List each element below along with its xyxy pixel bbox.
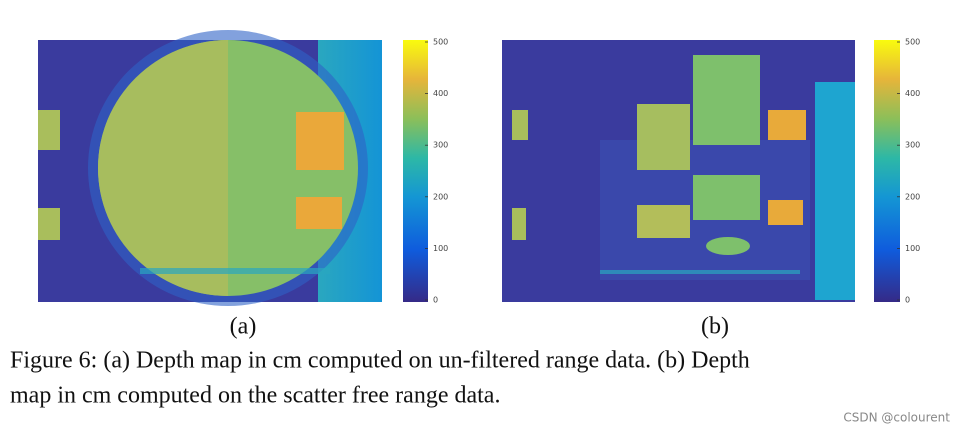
depth-map-b bbox=[502, 40, 855, 302]
caption-line: Figure 6: (a) Depth map in cm computed o… bbox=[10, 348, 750, 374]
colorbar-tick-label: 100 bbox=[905, 244, 920, 253]
colorbar-tick-label: 200 bbox=[433, 192, 448, 201]
colorbar-tick-label: 300 bbox=[905, 141, 920, 150]
colorbar-tick-label: 400 bbox=[433, 89, 448, 98]
caption-line: map in cm computed on the scatter free r… bbox=[10, 383, 500, 409]
watermark: CSDN @colourent bbox=[843, 411, 950, 425]
colorbar-tick-label: 100 bbox=[433, 244, 448, 253]
panel-label: (a) bbox=[230, 314, 257, 340]
colorbar-tick-label: 0 bbox=[905, 296, 910, 305]
colorbar-a bbox=[403, 40, 428, 302]
colorbar-tick-label: 300 bbox=[433, 141, 448, 150]
colorbar-tick-label: 200 bbox=[905, 192, 920, 201]
colorbar-b bbox=[874, 40, 900, 302]
colorbar-tick-label: 0 bbox=[433, 296, 438, 305]
panel-label: (b) bbox=[701, 314, 729, 340]
colorbar-tick-label: 500 bbox=[905, 38, 920, 47]
depth-map-a bbox=[38, 30, 382, 306]
colorbar-tick-label: 400 bbox=[905, 89, 920, 98]
colorbar-tick-label: 500 bbox=[433, 38, 448, 47]
